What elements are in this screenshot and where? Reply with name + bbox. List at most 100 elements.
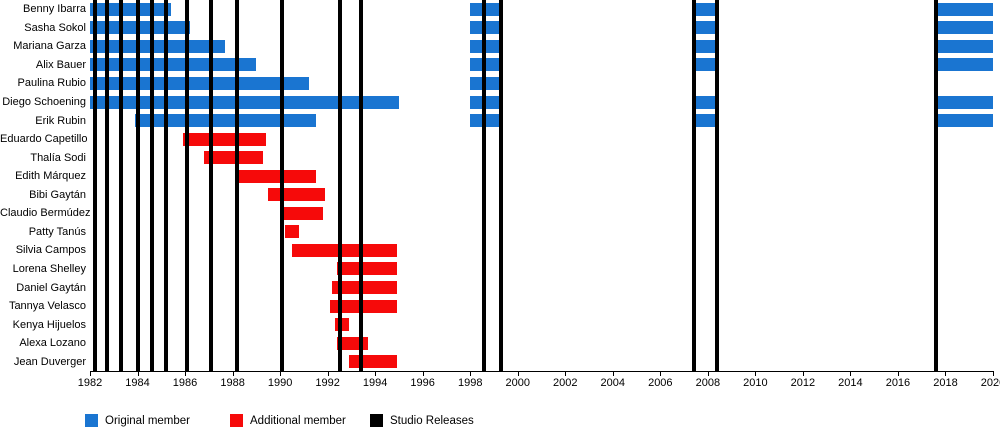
x-axis-tick-label: 1986 [172,377,198,389]
x-axis-line [90,371,993,372]
studio-release-marker [280,0,285,371]
row-label: Eduardo Capetillo [0,133,88,146]
x-axis-tick [565,371,567,376]
timeline-bar [337,262,397,276]
timeline-bar [935,58,993,72]
timeline-bar [90,76,309,90]
x-axis-tick-label: 1992 [315,377,340,389]
studio-release-marker [209,0,214,371]
timeline-bar [268,188,326,202]
x-axis-tick [850,371,852,376]
row-label: Patty Tanús [28,225,86,238]
row-label: Paulina Rubio [17,77,87,90]
x-axis-tick [517,371,519,376]
timeline-bar [182,132,266,146]
timeline-bar [693,21,718,35]
legend-label: Studio Releases [390,414,474,427]
timeline-bar [135,114,316,128]
row-label: Mariana Garza [13,40,86,53]
x-axis-tick-label: 2016 [885,377,911,389]
x-axis-tick [327,371,329,376]
studio-release-marker [235,0,240,371]
x-axis-tick-label: 2006 [648,377,673,389]
x-axis-tick [802,371,804,376]
x-axis-tick-label: 1982 [77,377,103,389]
x-axis-tick [375,371,377,376]
row-label: Edith Márquez [15,170,86,183]
legend-swatch-icon [370,414,383,427]
studio-release-marker [482,0,487,371]
row-label: Thalía Sodi [30,151,86,164]
legend-label: Additional member [250,414,346,427]
timeline-bar [90,39,226,53]
x-axis-tick-label: 2012 [790,377,816,389]
row-label: Diego Schoening [2,96,86,109]
x-axis-tick [232,371,234,376]
x-axis: 1982 1984 1986 1988 1990 1992 1994 1996 1998 2000… [78,371,1000,401]
studio-release-marker [149,0,154,371]
timeline-bar [470,21,504,35]
timeline-bar [935,95,993,109]
legend-item[interactable]: Original member [85,414,190,427]
studio-release-marker [499,0,504,371]
studio-release-marker [92,0,97,371]
x-axis-tick-label: 2018 [933,377,958,389]
row-label: Daniel Gaytán [16,281,86,294]
x-axis-tick [612,371,614,376]
x-axis-tick-label: 1984 [125,377,150,389]
x-axis-tick [707,371,709,376]
studio-release-marker [358,0,363,371]
x-axis-tick [280,371,282,376]
row-label: Silvia Campos [15,244,86,257]
timeline-bar [90,58,257,72]
x-axis-tick-label: 2008 [695,377,721,389]
x-axis-tick [945,371,947,376]
row-label: Tannya Velasco [8,300,86,313]
timeline-bar [282,206,323,220]
timeline-bar [284,225,300,239]
row-label: Bibi Gaytán [29,188,86,201]
timeline-bar [470,76,504,90]
x-axis-tick [660,371,662,376]
timeline-bar [693,58,718,72]
timeline-bar [204,151,264,165]
timeline-bar [693,2,718,16]
studio-release-marker [715,0,720,371]
timeline-bar [693,114,718,128]
x-axis-tick [993,371,994,376]
x-axis-tick [470,371,472,376]
row-label-axis: Benny Ibarra Sasha Sokol Mariana Garza Alix… [0,0,91,371]
x-axis-tick [137,371,139,376]
legend-item[interactable]: Studio Releases [370,414,474,427]
timeline-bar [935,39,993,53]
timeline-bar [935,114,993,128]
plot-area [90,0,993,371]
x-axis-tick-label: 2014 [838,377,863,389]
studio-release-marker [104,0,109,371]
legend-item[interactable]: Additional member [230,414,346,427]
x-axis-tick-label: 2004 [600,377,626,389]
legend-swatch-icon [230,414,243,427]
row-label: Sasha Sokol [24,21,86,34]
x-axis-tick-label: 1998 [457,377,483,389]
legend-label: Original member [105,414,190,427]
legend-swatch-icon [85,414,98,427]
studio-release-marker [164,0,169,371]
x-axis-tick-label: 1990 [267,377,293,389]
x-axis-tick-label: 2002 [553,377,578,389]
x-axis-tick-label: 1988 [220,377,245,389]
studio-release-marker [185,0,190,371]
studio-release-marker [933,0,938,371]
x-axis-tick-label: 2000 [505,377,530,389]
timeline-bar [693,39,718,53]
row-label: Benny Ibarra [23,3,86,16]
x-axis-tick-label: 2020 [980,377,1000,389]
chart-legend: Original member Additional member Studio R… [0,414,1000,440]
row-label: Kenya Hijuelos [12,318,86,331]
timeline-bar [470,39,504,53]
studio-release-marker [118,0,123,371]
row-label: Alix Bauer [35,58,86,71]
x-axis-tick-label: 1996 [410,377,435,389]
x-axis-tick [422,371,424,376]
timeline-bar [234,169,316,183]
